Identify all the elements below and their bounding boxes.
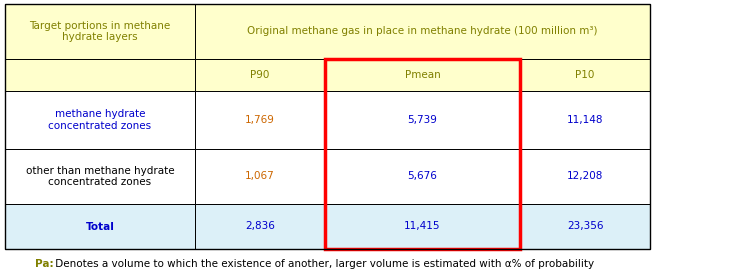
Text: Original methane gas in place in methane hydrate (100 million m³): Original methane gas in place in methane…: [247, 27, 597, 37]
Text: 11,148: 11,148: [567, 115, 603, 125]
Bar: [5, 4, 650, 249]
Bar: [325, 59, 520, 249]
Bar: [325, 59, 520, 91]
Bar: [520, 91, 650, 149]
Bar: [195, 204, 325, 249]
Text: 12,208: 12,208: [567, 172, 603, 182]
Bar: [5, 149, 195, 204]
Bar: [195, 59, 325, 91]
Bar: [5, 204, 195, 249]
Text: Total: Total: [86, 221, 115, 231]
Text: P10: P10: [575, 70, 595, 80]
Text: 2,836: 2,836: [245, 221, 275, 231]
Bar: [195, 91, 325, 149]
Bar: [325, 204, 520, 249]
Text: 23,356: 23,356: [567, 221, 603, 231]
Bar: [520, 149, 650, 204]
Text: other than methane hydrate
concentrated zones: other than methane hydrate concentrated …: [25, 166, 174, 187]
Bar: [195, 149, 325, 204]
Bar: [520, 59, 650, 91]
Text: 5,739: 5,739: [408, 115, 437, 125]
Text: methane hydrate
concentrated zones: methane hydrate concentrated zones: [48, 109, 151, 131]
Text: P90: P90: [250, 70, 270, 80]
Bar: [325, 91, 520, 149]
Bar: [5, 4, 195, 59]
Text: 11,415: 11,415: [405, 221, 441, 231]
Text: 1,769: 1,769: [245, 115, 275, 125]
Text: 5,676: 5,676: [408, 172, 437, 182]
Bar: [520, 204, 650, 249]
Bar: [325, 149, 520, 204]
Text: Target portions in methane
hydrate layers: Target portions in methane hydrate layer…: [29, 21, 171, 42]
Text: Denotes a volume to which the existence of another, larger volume is estimated w: Denotes a volume to which the existence …: [52, 259, 594, 269]
Bar: [5, 59, 195, 91]
Text: 1,067: 1,067: [245, 172, 275, 182]
Text: Pmean: Pmean: [405, 70, 440, 80]
Bar: [195, 4, 650, 59]
Bar: [5, 91, 195, 149]
Text: Pa:: Pa:: [35, 259, 54, 269]
